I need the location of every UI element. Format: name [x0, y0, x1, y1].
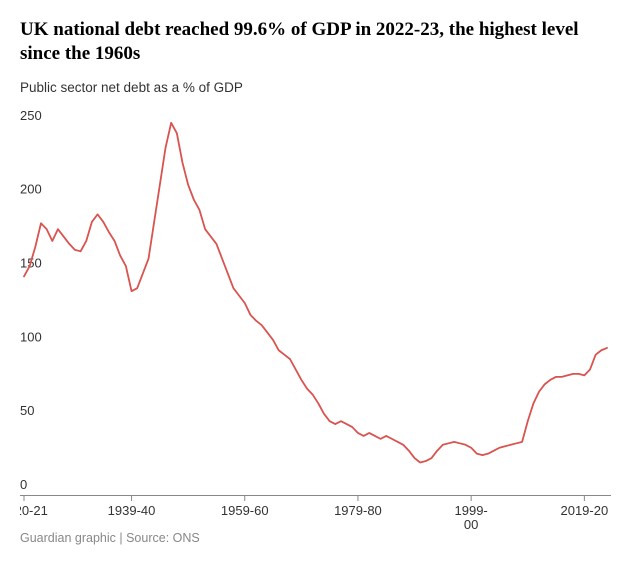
chart-footer: Guardian graphic | Source: ONS: [20, 531, 200, 545]
y-tick-label: 100: [20, 329, 42, 344]
x-tick-label: 1939-40: [108, 503, 156, 518]
y-tick-label: 200: [20, 181, 42, 196]
x-tick-label: 1979-80: [334, 503, 382, 518]
x-tick-label: 2019-20: [560, 503, 608, 518]
x-tick-label: 00: [464, 517, 478, 532]
chart-container: UK national debt reached 99.6% of GDP in…: [0, 0, 631, 561]
y-tick-label: 250: [20, 107, 42, 122]
y-tick-label: 0: [20, 477, 27, 492]
chart-subtitle: Public sector net debt as a % of GDP: [20, 80, 611, 95]
y-tick-label: 50: [20, 403, 34, 418]
chart-plot-area: 0501001502002501920-211939-401959-601979…: [20, 101, 611, 541]
x-tick-label: 1920-21: [20, 503, 48, 518]
line-chart-svg: 0501001502002501920-211939-401959-601979…: [20, 101, 611, 536]
chart-title: UK national debt reached 99.6% of GDP in…: [20, 18, 611, 66]
x-tick-label: 1999-: [455, 503, 488, 518]
x-tick-label: 1959-60: [221, 503, 269, 518]
debt-line-series: [24, 122, 607, 462]
